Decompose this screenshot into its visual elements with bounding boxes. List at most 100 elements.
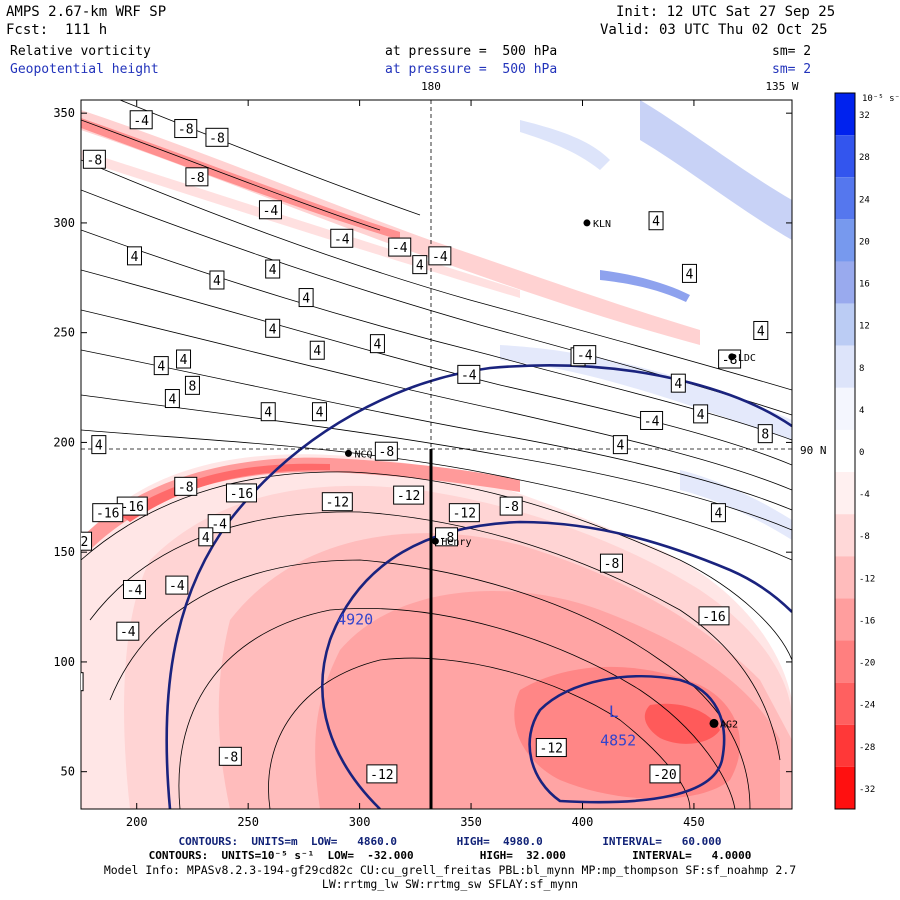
svg-text:-12: -12 — [370, 768, 393, 783]
svg-text:-4: -4 — [461, 368, 477, 383]
vorticity-label: 4 — [753, 320, 769, 340]
svg-text:4: 4 — [202, 531, 210, 546]
vorticity-label: -4 — [165, 575, 189, 595]
x-tick-label: 350 — [460, 815, 482, 829]
colorbar-swatch — [835, 556, 855, 599]
station-kln: KLN — [583, 219, 611, 230]
vorticity-label: -8 — [82, 149, 106, 169]
colorbar-swatch — [835, 387, 855, 430]
field1-smooth: sm= 2 — [772, 44, 812, 59]
svg-text:-8: -8 — [178, 480, 194, 495]
vorticity-label: 4 — [176, 349, 192, 369]
colorbar-label: 4 — [859, 406, 864, 416]
svg-text:-8: -8 — [178, 123, 194, 138]
vorticity-label: 4 — [91, 435, 107, 455]
vorticity-label: -4 — [573, 345, 597, 365]
svg-text:LDC: LDC — [738, 353, 756, 364]
svg-text:-8: -8 — [379, 445, 395, 460]
station-henry: Henry — [431, 537, 471, 548]
footer-model-info: Model Info: MPASv8.2.3-194-gf29cd82c CU:… — [103, 863, 797, 877]
vorticity-label: 4 — [369, 334, 385, 354]
colorbar-swatch — [835, 724, 855, 767]
svg-text:4: 4 — [674, 377, 682, 392]
svg-text:-16: -16 — [702, 610, 725, 625]
vorticity-label: 4 — [309, 340, 325, 360]
svg-text:4: 4 — [168, 393, 176, 408]
svg-text:-4: -4 — [334, 232, 350, 247]
svg-text:-4: -4 — [263, 204, 279, 219]
stations: KLN LDC NCQ Henry AG2 — [344, 219, 756, 730]
svg-text:-12: -12 — [397, 489, 420, 504]
svg-text:4: 4 — [180, 353, 188, 368]
svg-text:-4: -4 — [120, 625, 136, 640]
height-contour-4860 — [528, 674, 726, 804]
vorticity-label: 8 — [184, 375, 200, 395]
vorticity-label: 4 — [412, 255, 428, 275]
vorticity-label: -12 — [366, 764, 398, 784]
vorticity-label: 4 — [126, 246, 142, 266]
vorticity-label: 8 — [757, 424, 773, 444]
colorbar-label: 20 — [859, 237, 870, 247]
svg-text:-4: -4 — [133, 114, 149, 129]
vorticity-contours — [81, 100, 792, 809]
vorticity-label: -12 — [81, 531, 93, 551]
svg-text:AG2: AG2 — [720, 719, 738, 730]
vorticity-label: 4 — [311, 402, 327, 422]
svg-text:-8: -8 — [604, 557, 620, 572]
y-tick-label: 350 — [53, 106, 75, 120]
vorticity-label: -8 — [374, 441, 398, 461]
vorticity-label: -4 — [129, 110, 153, 130]
svg-text:-16: -16 — [96, 507, 119, 522]
colorbar-swatch — [835, 598, 855, 641]
geopotential-contours — [165, 364, 792, 809]
vorticity-label: -16 — [225, 483, 257, 503]
colorbar-label: -12 — [859, 574, 875, 584]
svg-text:4: 4 — [213, 274, 221, 289]
svg-text:-4: -4 — [169, 579, 185, 594]
vorticity-label: 4 — [265, 318, 281, 338]
vorticity-label: -20 — [649, 764, 681, 784]
station-ncq: NCQ — [344, 449, 373, 460]
svg-text:4: 4 — [616, 439, 624, 454]
y-tick-label: 300 — [53, 216, 75, 230]
colorbar-swatch — [835, 514, 855, 557]
vorticity-label: 4 — [670, 373, 686, 393]
axis-ticks: 200 250 300 350 400 450 50 100 150 200 250 300 350 — [53, 100, 792, 829]
svg-text:4: 4 — [416, 259, 424, 274]
vorticity-label: -8 — [499, 496, 523, 516]
colorbar-swatch — [835, 219, 855, 262]
svg-text:-8: -8 — [503, 500, 519, 515]
footer-model-info-2: LW:rrtmg_lw SW:rrtmg_sw SFLAY:sf_mynn — [321, 877, 579, 891]
vorticity-label: 4 — [198, 527, 214, 547]
svg-text:4: 4 — [95, 439, 103, 454]
colorbar-label: -24 — [859, 701, 875, 711]
field1-level: at pressure = 500 hPa — [385, 44, 558, 59]
vorticity-label: -12 — [448, 503, 480, 523]
colorbar-label: -16 — [859, 616, 875, 626]
vorticity-label: -4 — [457, 364, 481, 384]
svg-text:-4: -4 — [577, 349, 593, 364]
svg-text:-8: -8 — [189, 171, 205, 186]
height-labels: 4920 4852 L — [337, 611, 636, 750]
init-time: Init: 12 UTC Sat 27 Sep 25 — [616, 4, 836, 20]
x-tick-label: 400 — [572, 815, 594, 829]
footer-height-contours: CONTOURS: UNITS=m LOW= 4860.0 HIGH= 4980… — [178, 835, 722, 848]
svg-text:-4: -4 — [644, 414, 660, 429]
vorticity-label: -8 — [37, 585, 59, 603]
vorticity-label: -4 — [258, 200, 282, 220]
colorbar-label: -32 — [859, 785, 875, 795]
svg-text:-8: -8 — [223, 750, 239, 765]
svg-text:-4: -4 — [64, 676, 80, 691]
colorbar-swatch — [835, 640, 855, 683]
vorticity-label: -4 — [640, 410, 664, 430]
lon-180-label: 180 — [421, 80, 441, 93]
colorbar-unit: 10⁻⁵ s⁻¹ — [862, 94, 900, 104]
y-tick-label: 100 — [53, 655, 75, 669]
svg-text:4: 4 — [715, 507, 723, 522]
vorticity-label: 4 — [153, 356, 169, 376]
vorticity-label: 4 — [693, 404, 709, 424]
field2-name: Geopotential height — [10, 62, 159, 77]
colorbar-label: -20 — [859, 659, 875, 669]
vorticity-label: 4 — [710, 503, 726, 523]
